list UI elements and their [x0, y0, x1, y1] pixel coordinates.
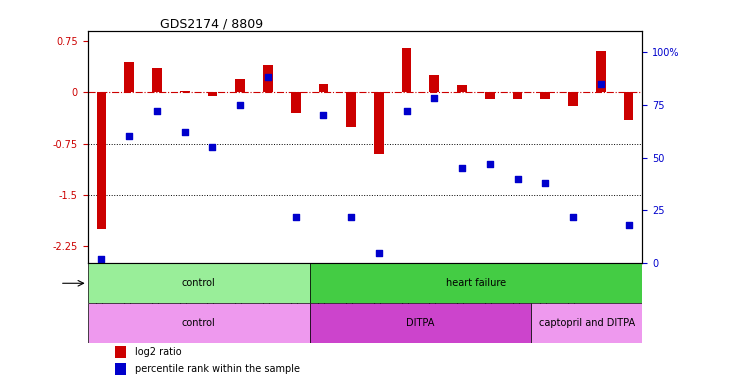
FancyBboxPatch shape [88, 263, 310, 303]
Point [456, 165, 468, 171]
Text: DITPA: DITPA [407, 318, 434, 328]
FancyBboxPatch shape [88, 303, 310, 343]
Text: percentile rank within the sample: percentile rank within the sample [135, 364, 300, 374]
Bar [485, 92, 495, 99]
Bar [402, 48, 412, 92]
Point [623, 222, 634, 228]
Point [96, 256, 107, 262]
Bar [596, 51, 606, 92]
Point [484, 161, 496, 167]
Bar [115, 346, 126, 358]
Bar [96, 92, 107, 229]
Bar [568, 92, 578, 106]
Bar [623, 92, 634, 120]
Point [567, 214, 579, 220]
Bar [429, 75, 439, 92]
Bar [346, 92, 356, 126]
Text: control: control [182, 278, 215, 288]
Point [234, 102, 246, 108]
Point [539, 180, 551, 186]
Bar [374, 92, 384, 154]
Bar [235, 79, 245, 92]
Point [262, 74, 274, 80]
Bar [457, 86, 467, 92]
Point [595, 81, 607, 87]
Text: control: control [182, 318, 215, 328]
Bar [207, 92, 218, 96]
Text: GDS2174 / 8809: GDS2174 / 8809 [160, 18, 263, 31]
Bar [263, 65, 273, 92]
Bar [124, 61, 134, 92]
Point [318, 112, 329, 118]
Bar [152, 68, 162, 92]
Point [179, 129, 191, 135]
Point [123, 133, 135, 139]
Point [151, 108, 163, 114]
FancyBboxPatch shape [531, 303, 642, 343]
Point [401, 108, 412, 114]
Point [512, 175, 523, 182]
Bar [115, 363, 126, 375]
Point [207, 144, 218, 150]
Point [373, 250, 385, 256]
Bar [540, 92, 550, 99]
FancyBboxPatch shape [310, 263, 642, 303]
Point [290, 214, 301, 220]
Text: heart failure: heart failure [446, 278, 506, 288]
Point [345, 214, 357, 220]
Text: captopril and DITPA: captopril and DITPA [539, 318, 635, 328]
FancyBboxPatch shape [310, 303, 531, 343]
Text: log2 ratio: log2 ratio [135, 348, 181, 358]
Point [429, 95, 440, 101]
Bar [318, 84, 328, 92]
Bar [512, 92, 523, 99]
Bar [291, 92, 301, 113]
Bar [180, 91, 190, 92]
